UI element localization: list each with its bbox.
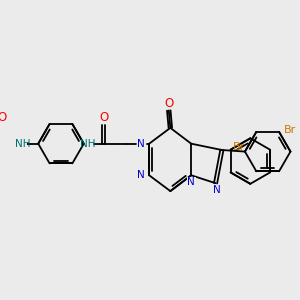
Text: O: O [164,97,173,110]
Text: N: N [137,139,145,149]
Text: Br: Br [284,125,296,135]
Text: O: O [0,111,6,124]
Text: NH: NH [15,139,31,149]
Text: Br: Br [233,142,246,152]
Text: N: N [213,185,221,195]
Text: NH: NH [80,139,96,149]
Text: N: N [137,170,145,180]
Text: N: N [187,177,195,187]
Text: O: O [99,111,108,124]
